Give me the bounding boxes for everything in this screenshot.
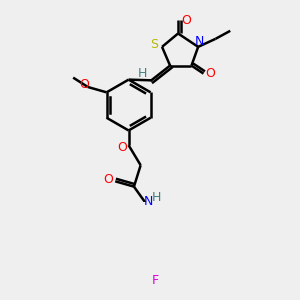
Text: O: O xyxy=(205,67,215,80)
Text: S: S xyxy=(150,38,158,51)
Text: O: O xyxy=(103,173,113,187)
Text: N: N xyxy=(144,195,153,208)
Text: O: O xyxy=(117,141,127,154)
Text: H: H xyxy=(137,67,147,80)
Text: H: H xyxy=(152,191,161,204)
Text: F: F xyxy=(152,274,159,287)
Text: O: O xyxy=(181,14,191,27)
Text: O: O xyxy=(79,78,89,91)
Text: N: N xyxy=(195,35,204,48)
